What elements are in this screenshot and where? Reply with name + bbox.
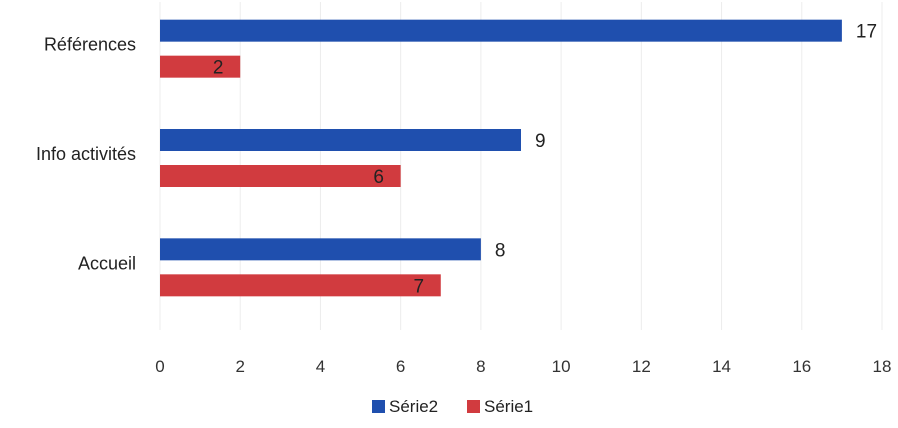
data-label-serie2-accueil: 8 (495, 240, 506, 261)
x-tick-label-18: 18 (873, 357, 892, 376)
data-label-serie2-references: 17 (856, 22, 877, 43)
category-labels: Accueil Info activités Références (36, 35, 136, 274)
x-tick-label-4: 4 (316, 357, 325, 376)
x-tick-label-12: 12 (632, 357, 651, 376)
legend-label-serie2: Série2 (389, 397, 438, 416)
category-label-info-activites: Info activités (36, 144, 136, 164)
bars-group: 8 7 9 6 17 2 (160, 19, 877, 297)
legend-swatch-serie2 (372, 400, 385, 413)
x-axis-ticks: 0 2 4 6 8 10 12 14 16 18 (155, 357, 891, 376)
data-label-serie2-info-activites: 9 (535, 131, 546, 152)
x-tick-label-0: 0 (155, 357, 164, 376)
bar-serie2-references (160, 19, 842, 42)
x-tick-label-8: 8 (476, 357, 485, 376)
x-tick-label-6: 6 (396, 357, 405, 376)
bar-serie1-references (160, 55, 241, 78)
data-label-serie1-info-activites: 6 (373, 167, 384, 188)
category-label-references: Références (44, 35, 136, 55)
data-label-serie1-references: 2 (213, 58, 224, 79)
bar-serie2-accueil (160, 238, 481, 261)
legend-swatch-serie1 (467, 400, 480, 413)
legend: Série2 Série1 (372, 397, 533, 416)
bar-serie1-accueil (160, 274, 441, 297)
bar-serie1-info-activites (160, 165, 401, 187)
legend-label-serie1: Série1 (484, 397, 533, 416)
data-label-serie1-accueil: 7 (413, 276, 424, 297)
x-tick-label-2: 2 (235, 357, 244, 376)
x-tick-label-16: 16 (792, 357, 811, 376)
bar-serie2-info-activites (160, 129, 521, 151)
x-tick-label-14: 14 (712, 357, 731, 376)
x-tick-label-10: 10 (552, 357, 571, 376)
category-label-accueil: Accueil (78, 253, 136, 273)
